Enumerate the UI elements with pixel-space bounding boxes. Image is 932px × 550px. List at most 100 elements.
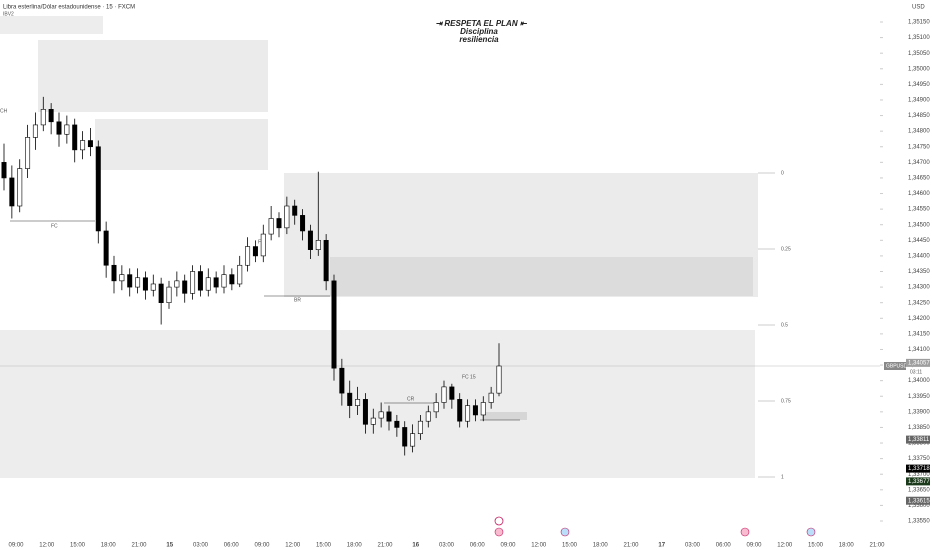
zone bbox=[0, 16, 103, 34]
candle-body bbox=[480, 402, 486, 416]
x-tick-label: 06:00 bbox=[224, 543, 240, 549]
candle-body bbox=[276, 218, 282, 229]
x-tick-label: 12:00 bbox=[285, 543, 301, 549]
y-tick-label: 1,35000 bbox=[908, 66, 930, 72]
y-tick-label: 1,35050 bbox=[908, 51, 930, 57]
label: BR bbox=[294, 297, 301, 303]
candle-body bbox=[362, 399, 368, 425]
price-marker bbox=[906, 464, 930, 473]
candle-body bbox=[323, 240, 329, 282]
y-tick-label: 1,34350 bbox=[908, 269, 930, 275]
candle-body bbox=[40, 109, 46, 126]
y-tick-label: 1,33750 bbox=[908, 456, 930, 462]
event-icon bbox=[740, 527, 750, 537]
candle-body bbox=[25, 137, 31, 169]
candle-body bbox=[339, 367, 345, 394]
y-tick-label: 1,33900 bbox=[908, 409, 930, 415]
zone bbox=[0, 330, 755, 478]
y-tick-label: 1,34500 bbox=[908, 222, 930, 228]
candle-body bbox=[237, 264, 243, 285]
y-tick-label: 1,33700 bbox=[908, 472, 930, 478]
price-marker-label: 1,33615 bbox=[908, 498, 930, 504]
x-tick-label: 15:00 bbox=[70, 543, 86, 549]
annotation: Disciplina bbox=[460, 27, 498, 36]
candle-body bbox=[80, 140, 86, 151]
candle-body bbox=[457, 399, 463, 422]
candle-body bbox=[331, 280, 337, 369]
y-tick-label: 1,34000 bbox=[908, 378, 930, 384]
candle-body bbox=[386, 411, 392, 422]
y-tick-label: 1,35150 bbox=[908, 20, 930, 26]
x-tick-label: 21:00 bbox=[623, 543, 639, 549]
price-marker-label: 1,33811 bbox=[908, 437, 930, 443]
x-tick-label: 09:00 bbox=[746, 543, 762, 549]
candle-body bbox=[48, 109, 54, 123]
candle-body bbox=[292, 205, 298, 216]
x-tick-label: 09:00 bbox=[500, 543, 516, 549]
label: FC 15 bbox=[462, 374, 476, 380]
x-tick-label: 15:00 bbox=[562, 543, 578, 549]
event-icons bbox=[494, 516, 816, 537]
x-tick-label: 18:00 bbox=[101, 543, 117, 549]
y-tick-label: 1,34300 bbox=[908, 285, 930, 291]
x-tick-label: 12:00 bbox=[777, 543, 793, 549]
y-tick-label: 1,33950 bbox=[908, 394, 930, 400]
y-tick-label: 1,34950 bbox=[908, 82, 930, 88]
candle-body bbox=[410, 433, 416, 447]
candle-body bbox=[252, 246, 258, 257]
symbol-box bbox=[884, 362, 906, 370]
candle-body bbox=[150, 283, 156, 291]
candle-body bbox=[119, 274, 125, 282]
y-tick-label: 1,33550 bbox=[908, 519, 930, 525]
countdown: 03:11 bbox=[910, 369, 922, 375]
candle-body bbox=[402, 427, 408, 447]
candle-body bbox=[378, 411, 384, 419]
candle-body bbox=[496, 365, 502, 394]
price-marker-label: 1,34057 bbox=[908, 360, 930, 366]
y-tick-label: 1,34200 bbox=[908, 316, 930, 322]
zone bbox=[482, 412, 527, 420]
price-marker bbox=[906, 477, 930, 486]
candle-body bbox=[284, 205, 290, 229]
candle-body bbox=[1, 162, 7, 179]
x-tick-label: 15:00 bbox=[808, 543, 824, 549]
candle-body bbox=[205, 277, 211, 291]
candle-body bbox=[229, 274, 235, 285]
x-tick-label: 17 bbox=[658, 543, 665, 549]
x-tick-label: 12:00 bbox=[531, 543, 547, 549]
zone bbox=[330, 257, 753, 296]
x-tick-label: 16 bbox=[412, 543, 419, 549]
zone bbox=[95, 119, 268, 170]
candle-body bbox=[56, 121, 62, 135]
y-tick-label: 1,33800 bbox=[908, 441, 930, 447]
y-tick-label: 1,34900 bbox=[908, 98, 930, 104]
x-tick-label: 18:00 bbox=[347, 543, 363, 549]
x-tick-label: 15:00 bbox=[316, 543, 332, 549]
y-tick-label: 1,35100 bbox=[908, 35, 930, 41]
candle-body bbox=[72, 124, 78, 151]
candle-body bbox=[370, 417, 376, 425]
fib-label: 0 bbox=[781, 170, 784, 176]
candle-body bbox=[17, 168, 23, 207]
price-marker-label: 1,33718 bbox=[908, 466, 930, 472]
candle-body bbox=[260, 233, 266, 257]
candle-body bbox=[441, 386, 447, 403]
x-tick-label: 18:00 bbox=[593, 543, 609, 549]
y-tick-label: 1,34400 bbox=[908, 253, 930, 259]
symbol: GBPUSD bbox=[886, 363, 908, 369]
x-tick-label: 21:00 bbox=[869, 543, 885, 549]
x-tick-label: 03:00 bbox=[685, 543, 701, 549]
candle-body bbox=[174, 280, 180, 288]
y-tick-label: 1,34650 bbox=[908, 176, 930, 182]
fib-label: 0.75 bbox=[781, 398, 791, 404]
y-tick-label: 1,34600 bbox=[908, 191, 930, 197]
candle-body bbox=[245, 246, 251, 266]
x-tick-label: 09:00 bbox=[8, 543, 24, 549]
candle-body bbox=[300, 215, 306, 232]
y-tick-label: 1,34150 bbox=[908, 331, 930, 337]
x-tick-label: 21:00 bbox=[377, 543, 393, 549]
y-tick-label: 1,34250 bbox=[908, 300, 930, 306]
x-tick-label: 09:00 bbox=[254, 543, 270, 549]
candle-body bbox=[127, 274, 133, 288]
